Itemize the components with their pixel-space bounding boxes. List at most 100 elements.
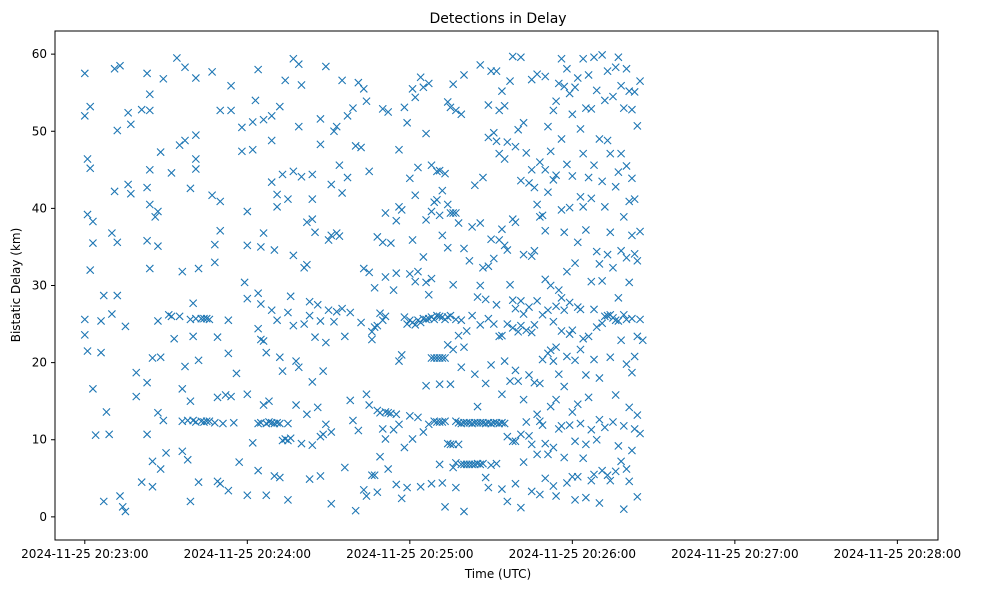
data-point	[408, 434, 417, 443]
data-point	[522, 418, 531, 426]
data-point	[465, 256, 474, 265]
data-point	[191, 155, 200, 164]
data-point	[451, 209, 460, 217]
data-point	[630, 87, 639, 96]
data-point	[633, 332, 642, 341]
data-point	[557, 205, 566, 214]
data-point	[86, 164, 95, 173]
x-tick-label: 2024-11-25 20:23:00	[21, 547, 148, 561]
data-point	[514, 327, 523, 336]
data-point	[289, 251, 298, 260]
data-point	[519, 250, 528, 259]
data-point	[400, 313, 409, 322]
data-point	[516, 321, 525, 330]
data-point	[400, 103, 409, 112]
data-point	[587, 277, 596, 286]
data-point	[357, 143, 366, 152]
data-point	[376, 309, 385, 318]
data-point	[454, 219, 463, 228]
data-point	[397, 494, 406, 503]
data-point	[565, 421, 574, 430]
data-point	[562, 64, 571, 73]
data-point	[584, 70, 593, 79]
data-point	[88, 384, 97, 393]
data-point	[506, 377, 515, 386]
data-point	[338, 304, 347, 313]
data-point	[500, 155, 509, 164]
data-point	[484, 133, 493, 142]
data-point	[519, 458, 528, 467]
data-point	[571, 495, 580, 504]
data-point	[335, 232, 344, 241]
data-point	[283, 495, 292, 504]
data-point	[381, 407, 390, 416]
data-point	[143, 430, 152, 439]
data-point	[289, 167, 298, 176]
data-point	[340, 332, 349, 341]
data-point	[600, 423, 609, 432]
data-point	[110, 64, 119, 73]
data-point	[348, 104, 357, 113]
data-point	[560, 453, 569, 462]
data-point	[543, 188, 552, 197]
data-point	[237, 123, 246, 132]
data-point	[332, 307, 341, 316]
data-point	[308, 170, 317, 179]
data-point	[535, 417, 544, 426]
data-point	[538, 310, 547, 319]
data-point	[175, 312, 184, 321]
data-point	[202, 417, 211, 426]
data-point	[506, 77, 515, 86]
data-point	[143, 378, 152, 387]
data-point	[516, 503, 525, 512]
data-point	[535, 379, 544, 388]
data-point	[343, 111, 352, 120]
data-point	[492, 137, 501, 146]
data-point	[595, 134, 604, 143]
data-point	[608, 263, 617, 272]
data-point	[571, 83, 580, 92]
data-point	[527, 252, 536, 261]
data-point	[113, 126, 122, 135]
data-point	[622, 465, 631, 474]
data-point	[243, 207, 252, 216]
data-point	[619, 505, 628, 514]
data-point	[113, 291, 122, 300]
data-point	[552, 343, 561, 352]
data-point	[191, 165, 200, 174]
data-point	[267, 306, 276, 315]
data-point	[606, 353, 615, 362]
y-tick-label: 40	[32, 201, 47, 215]
data-point	[408, 84, 417, 93]
data-point	[386, 239, 395, 248]
data-point	[243, 241, 252, 250]
data-point	[262, 491, 271, 500]
data-point	[441, 354, 450, 362]
data-point	[554, 286, 563, 295]
data-point	[264, 418, 273, 426]
data-point	[189, 332, 198, 341]
data-point	[576, 192, 585, 201]
data-point	[614, 441, 623, 450]
data-point	[590, 470, 598, 479]
data-point	[116, 492, 124, 501]
data-point	[340, 463, 349, 472]
data-point	[389, 286, 398, 295]
data-point	[630, 195, 639, 204]
data-point	[546, 281, 555, 290]
data-point	[80, 315, 89, 324]
data-point	[481, 379, 490, 388]
data-point	[603, 136, 612, 145]
data-point	[552, 171, 561, 180]
data-point	[221, 391, 230, 400]
data-point	[126, 189, 135, 198]
data-point	[476, 460, 485, 469]
y-tick-label: 0	[39, 510, 47, 524]
data-point	[446, 380, 455, 389]
data-point	[218, 419, 227, 428]
data-point	[148, 482, 157, 491]
data-point	[267, 111, 276, 120]
data-point	[460, 507, 468, 516]
data-point	[527, 440, 536, 449]
data-point	[473, 293, 482, 302]
